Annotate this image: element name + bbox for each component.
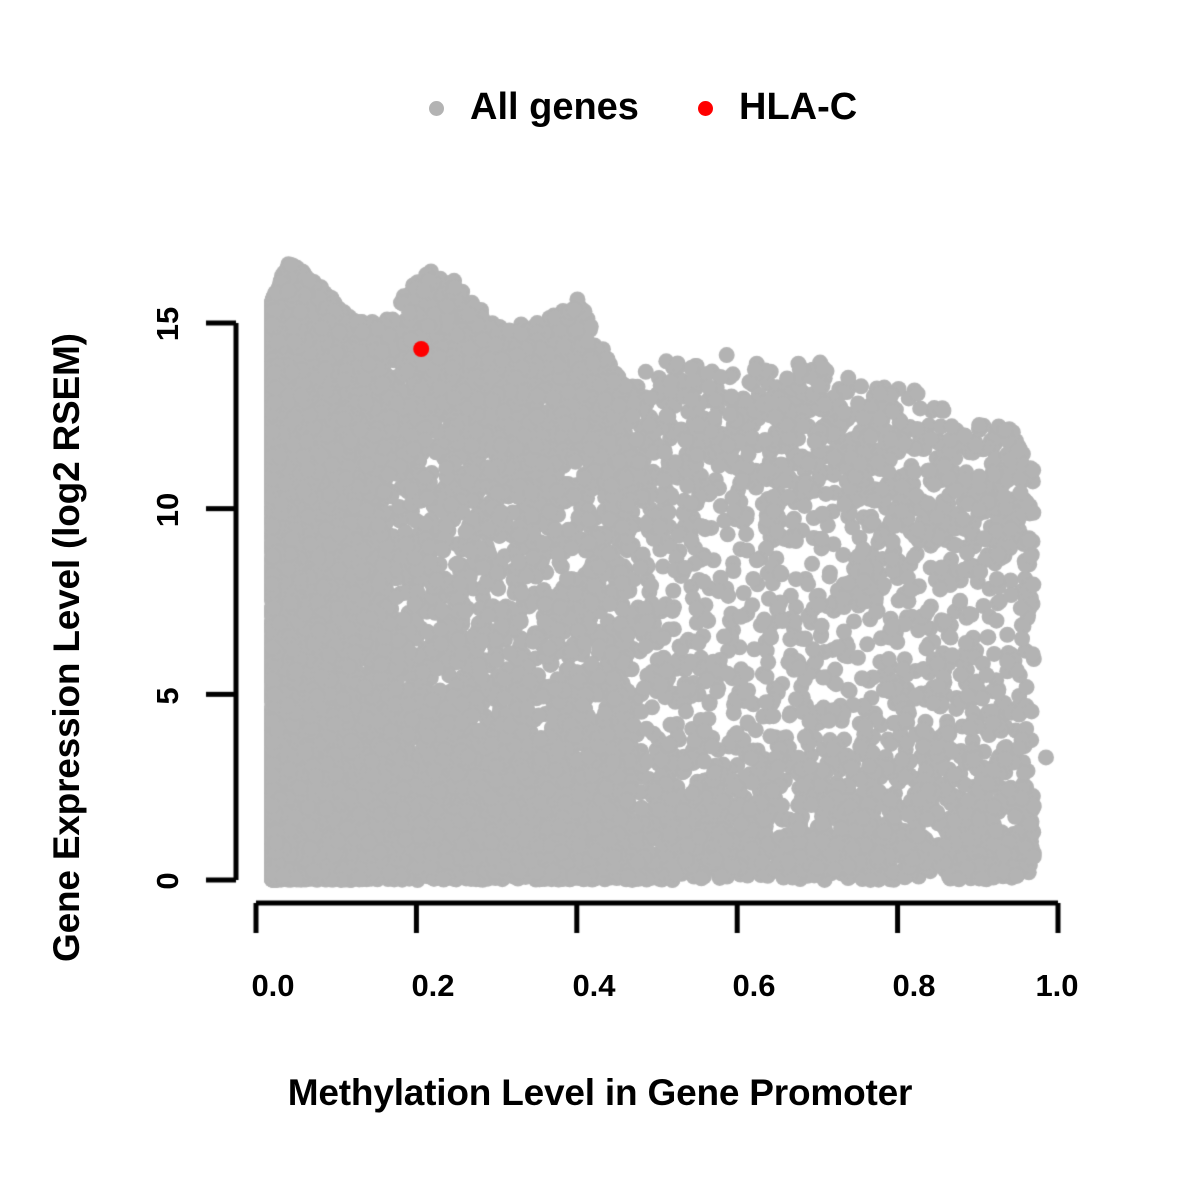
legend-marker-hla-c: [698, 101, 713, 116]
legend-label-all-genes: All genes: [470, 86, 639, 128]
y-tick-label-1: 5: [150, 687, 185, 705]
x-tick-label-2: 0.4: [572, 968, 616, 1003]
x-tick-label-5: 1.0: [1035, 968, 1079, 1003]
x-tick-label-0: 0.0: [251, 968, 295, 1003]
y-axis-title: Gene Expression Level (log2 RSEM): [46, 333, 87, 962]
y-tick-label-3: 15: [150, 306, 185, 342]
x-axis-title: Methylation Level in Gene Promoter: [287, 1072, 913, 1113]
y-tick-label-0: 0: [150, 872, 185, 890]
x-tick-label-1: 0.2: [411, 968, 455, 1003]
legend-label-hla-c: HLA-C: [739, 86, 858, 128]
legend-marker-all-genes: [429, 101, 444, 116]
y-tick-label-2: 10: [150, 492, 185, 528]
x-tick-label-3: 0.6: [732, 968, 776, 1003]
x-tick-label-4: 0.8: [892, 968, 936, 1003]
